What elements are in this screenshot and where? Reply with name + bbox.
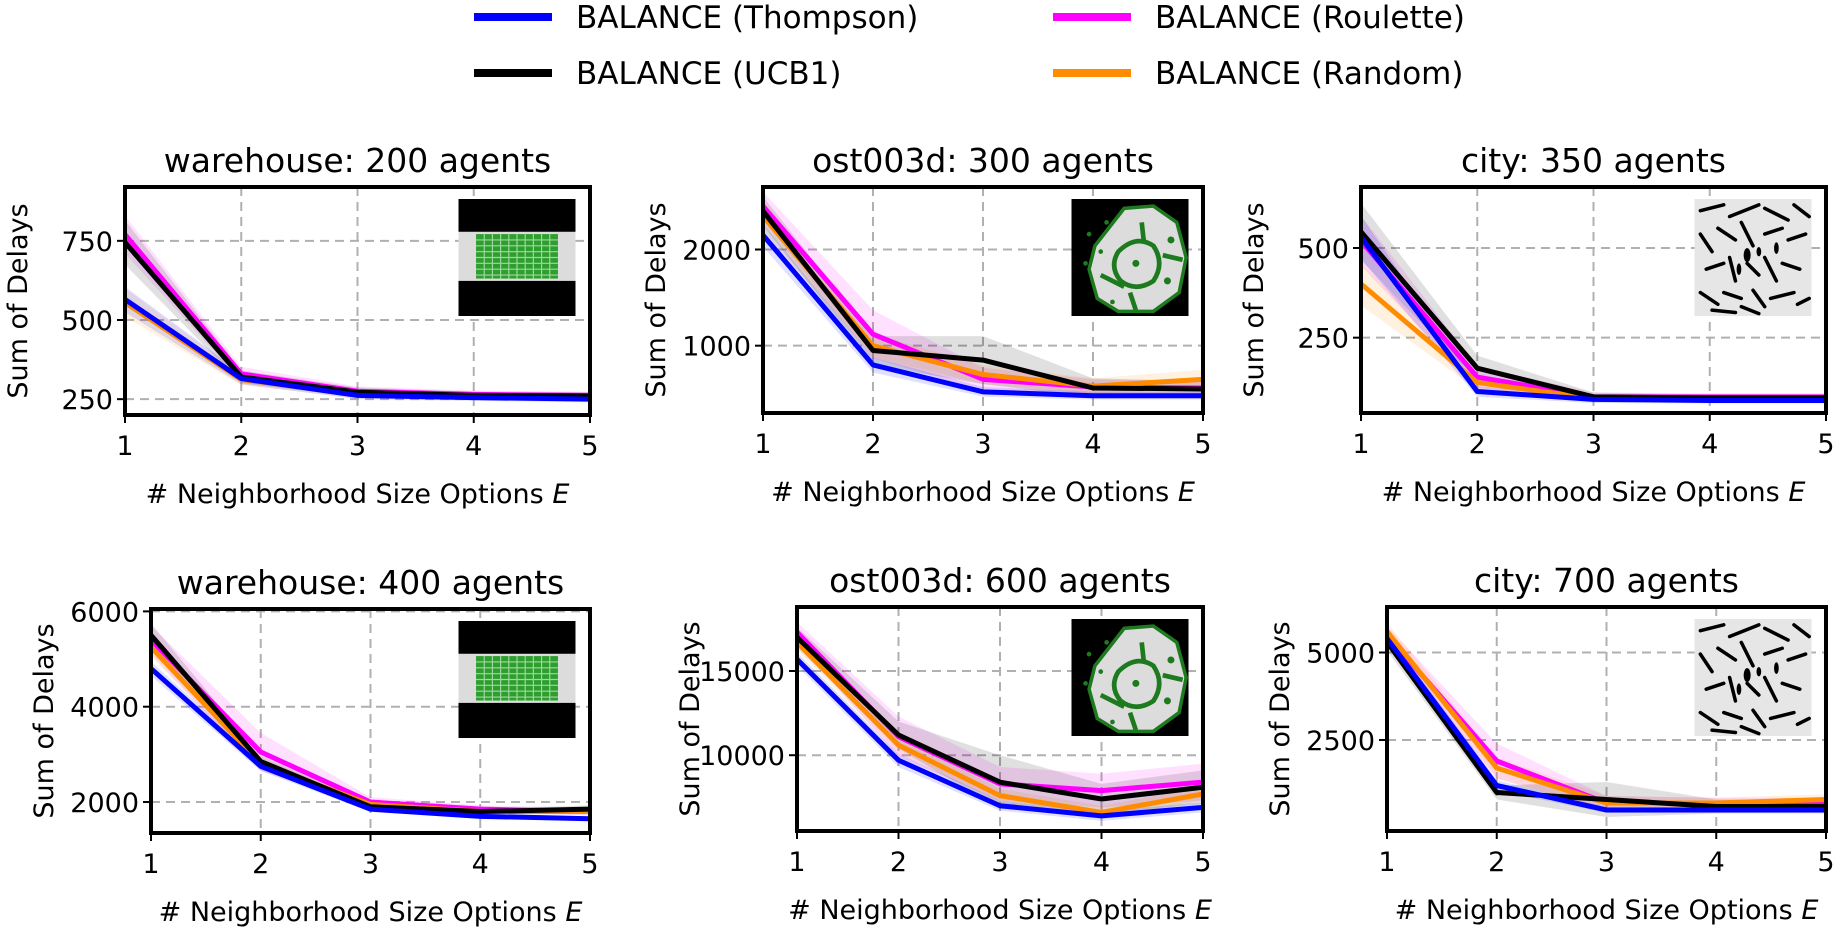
x-tick-label: 1 — [1378, 847, 1395, 878]
legend-entry: BALANCE (Random) — [1053, 56, 1463, 92]
y-tick-label: 500 — [61, 306, 113, 337]
x-tick-label: 1 — [1352, 429, 1369, 460]
x-tick-label: 2 — [864, 429, 881, 460]
series-line — [151, 666, 590, 822]
series-line — [125, 297, 590, 402]
y-tick-label: 5000 — [1306, 639, 1375, 670]
series-line — [1387, 637, 1826, 813]
x-tick-label: 2 — [252, 849, 269, 880]
x-tick-label: 3 — [991, 847, 1008, 878]
y-axis-label: Sum of Delays — [29, 623, 60, 818]
city-map — [1694, 199, 1812, 316]
x-tick-label: 4 — [465, 431, 482, 462]
series-line — [763, 233, 1203, 399]
x-tick-label: 5 — [1194, 429, 1211, 460]
legend-entry: BALANCE (Roulette) — [1053, 0, 1465, 36]
x-tick-label: 5 — [1194, 847, 1211, 878]
y-tick-label: 10000 — [699, 741, 785, 772]
subplot-title: ost003d: 300 agents — [812, 141, 1154, 180]
subplot-grid: 1 2 3 4 5 250 500 750 warehouse: 200 agents # Nei… — [3, 141, 1835, 928]
x-tick-label: 2 — [233, 431, 250, 462]
x-tick-label: 1 — [754, 429, 771, 460]
x-tick-label: 1 — [788, 847, 805, 878]
ost003d-map — [1072, 199, 1189, 316]
subplot-title: city: 350 agents — [1461, 141, 1726, 180]
series-line — [1361, 230, 1826, 401]
x-tick-label: 4 — [1093, 847, 1110, 878]
series-line — [763, 209, 1203, 392]
legend-label: BALANCE (Random) — [1155, 56, 1463, 92]
x-tick-label: 5 — [581, 849, 598, 880]
series-line — [797, 640, 1203, 815]
x-axis-label: # Neighborhood Size Options E — [1382, 477, 1806, 508]
subplot: 1 2 3 4 5 250 500 city: 350 agents # Neighborhoo… — [1239, 141, 1835, 508]
x-tick-label: 4 — [472, 849, 489, 880]
x-axis-label: # Neighborhood Size Options E — [771, 477, 1195, 508]
x-tick-label: 4 — [1708, 847, 1725, 878]
x-tick-label: 5 — [1817, 429, 1834, 460]
y-tick-label: 4000 — [70, 693, 139, 724]
y-axis-label: Sum of Delays — [3, 203, 34, 398]
x-tick-label: 3 — [349, 431, 366, 462]
series-line — [797, 657, 1203, 819]
x-tick-label: 3 — [974, 429, 991, 460]
legend-label: BALANCE (Thompson) — [576, 0, 918, 36]
y-tick-label: 1000 — [682, 332, 751, 363]
x-tick-label: 4 — [1701, 429, 1718, 460]
x-tick-label: 2 — [1488, 847, 1505, 878]
series-line — [797, 635, 1203, 802]
y-tick-label: 500 — [1297, 234, 1349, 265]
legend-entry: BALANCE (Thompson) — [474, 0, 918, 36]
x-tick-label: 4 — [1084, 429, 1101, 460]
y-axis-label: Sum of Delays — [1239, 202, 1270, 397]
ost003d-map — [1072, 619, 1189, 736]
series-line — [1387, 640, 1826, 809]
x-tick-label: 5 — [581, 431, 598, 462]
subplot: 1 2 3 4 5 2000 4000 6000 warehouse: 400 agents # … — [29, 563, 599, 928]
subplot-title: warehouse: 400 agents — [177, 563, 564, 602]
y-tick-label: 250 — [61, 385, 113, 416]
x-axis-label: # Neighborhood Size Options E — [159, 897, 583, 928]
x-tick-label: 2 — [1469, 429, 1486, 460]
warehouse-map — [458, 621, 576, 738]
subplot: 1 2 3 4 5 10000 15000 ost003d: 600 agents # Neig… — [675, 561, 1212, 926]
legend: BALANCE (Thompson) BALANCE (UCB1) BALANC… — [474, 0, 1465, 92]
y-tick-label: 250 — [1297, 324, 1349, 355]
x-axis-label: # Neighborhood Size Options E — [788, 895, 1212, 926]
x-tick-label: 1 — [116, 431, 133, 462]
subplot-title: ost003d: 600 agents — [829, 561, 1171, 600]
x-tick-label: 3 — [1598, 847, 1615, 878]
subplot-title: city: 700 agents — [1474, 561, 1739, 600]
legend-label: BALANCE (UCB1) — [576, 56, 841, 92]
y-tick-label: 750 — [61, 227, 113, 258]
y-axis-label: Sum of Delays — [675, 621, 706, 816]
x-axis-label: # Neighborhood Size Options E — [1395, 895, 1819, 926]
series-line — [125, 240, 590, 399]
x-tick-label: 3 — [1585, 429, 1602, 460]
warehouse-map — [458, 199, 576, 316]
x-tick-label: 5 — [1817, 847, 1834, 878]
x-axis-label: # Neighborhood Size Options E — [146, 479, 570, 510]
legend-label: BALANCE (Roulette) — [1155, 0, 1465, 36]
legend-entry: BALANCE (UCB1) — [474, 56, 841, 92]
y-axis-label: Sum of Delays — [1265, 621, 1296, 816]
subplot: 1 2 3 4 5 250 500 750 warehouse: 200 agents # Nei… — [3, 141, 599, 510]
y-tick-label: 15000 — [699, 657, 785, 688]
y-axis-label: Sum of Delays — [641, 202, 672, 397]
x-tick-label: 3 — [362, 849, 379, 880]
y-tick-label: 2000 — [682, 236, 751, 267]
subplot: 1 2 3 4 5 2500 5000 city: 700 agents # Neighborh… — [1265, 561, 1835, 926]
y-tick-label: 2500 — [1306, 726, 1375, 757]
subplot: 1 2 3 4 5 1000 2000 ost003d: 300 agents # Neighb… — [641, 141, 1212, 508]
y-tick-label: 6000 — [70, 597, 139, 628]
y-tick-label: 2000 — [70, 788, 139, 819]
x-tick-label: 2 — [890, 847, 907, 878]
subplot-title: warehouse: 200 agents — [164, 141, 551, 180]
x-tick-label: 1 — [142, 849, 159, 880]
confidence-band — [797, 627, 1203, 815]
series-line — [1361, 235, 1826, 403]
series-line — [1387, 629, 1826, 806]
city-map — [1694, 619, 1812, 736]
